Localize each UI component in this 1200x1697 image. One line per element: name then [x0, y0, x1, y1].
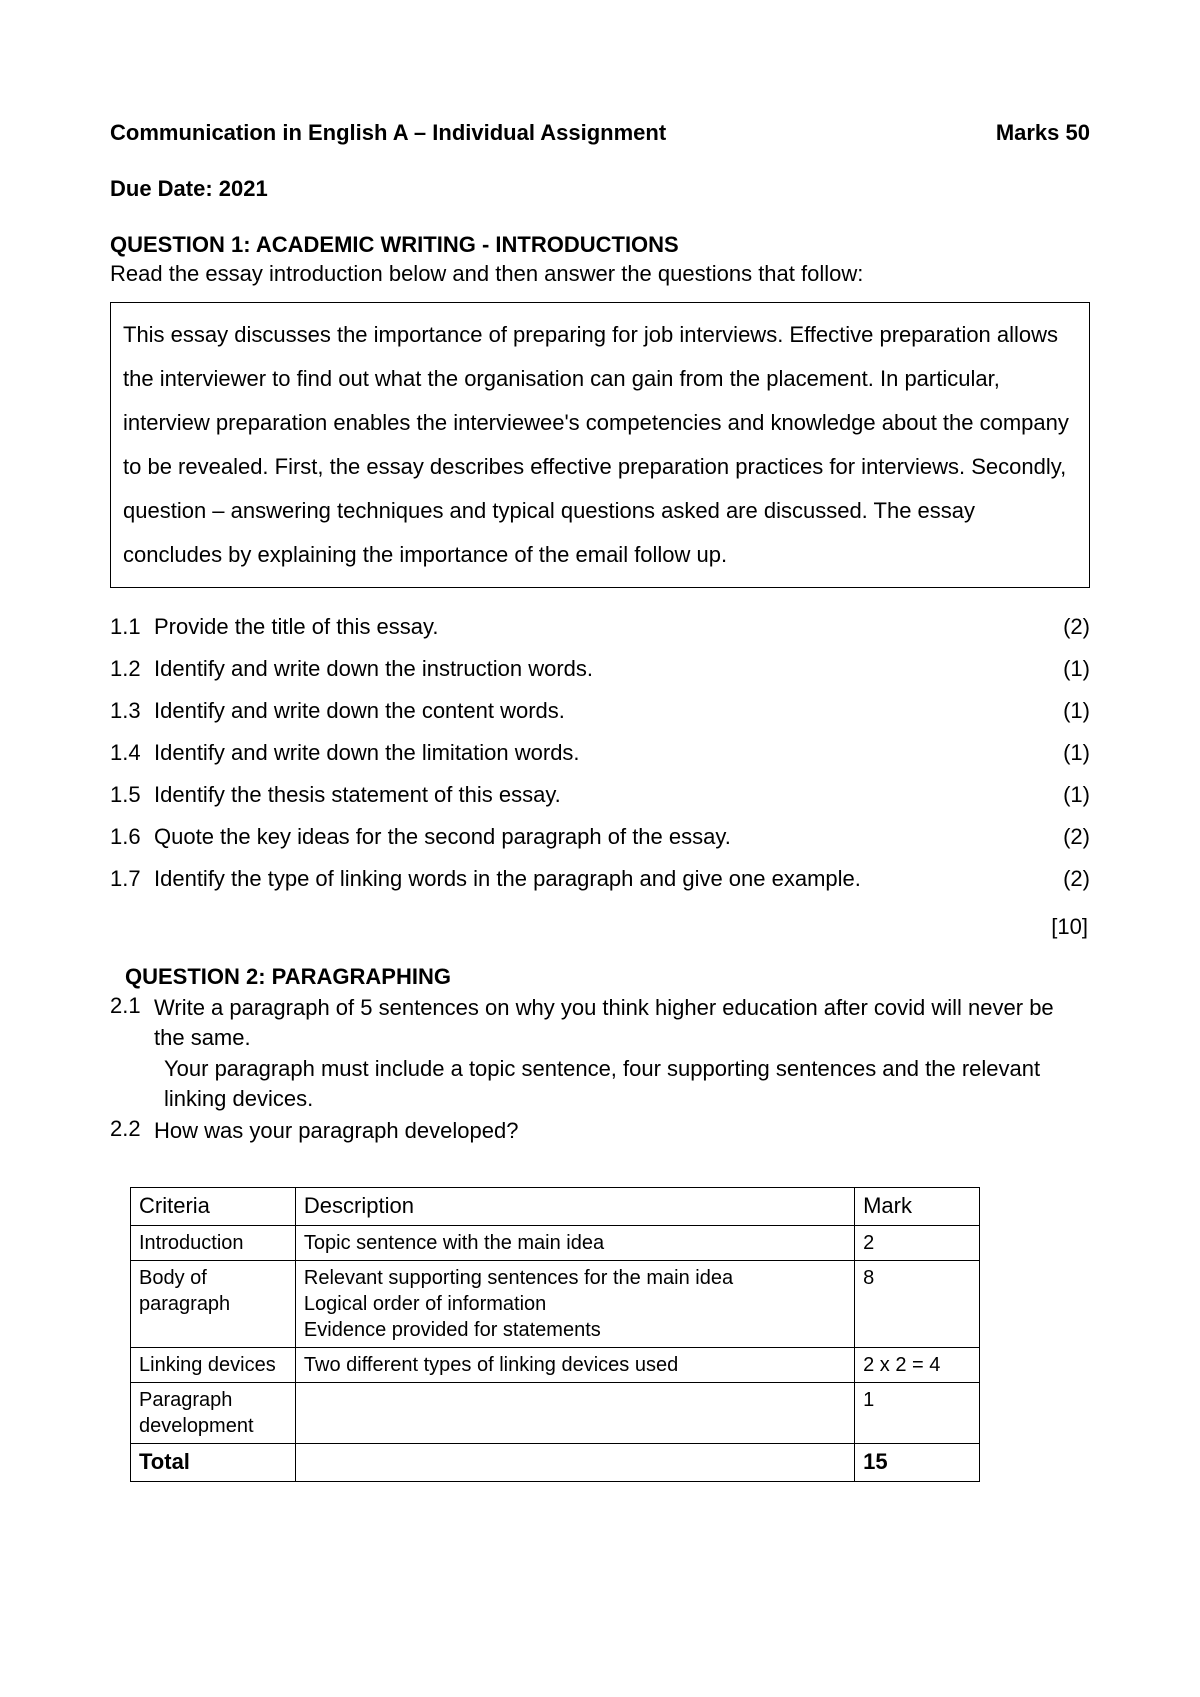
q1-item: 1.4 Identify and write down the limitati… [110, 732, 1090, 774]
col-header-description: Description [295, 1188, 854, 1226]
cell-description: Topic sentence with the main idea [295, 1226, 854, 1261]
q1-item-mark: (1) [1040, 740, 1090, 766]
document-title: Communication in English A – Individual … [110, 120, 666, 146]
rubric-table: Criteria Description Mark Introduction T… [130, 1187, 980, 1481]
q1-item-num: 1.1 [110, 614, 154, 640]
q1-item-text: Identify and write down the limitation w… [154, 740, 1040, 766]
table-header-row: Criteria Description Mark [131, 1188, 980, 1226]
q2-item-1: 2.1 Write a paragraph of 5 sentences on … [110, 993, 1090, 1052]
q2-item-text: How was your paragraph developed? [154, 1116, 1090, 1146]
q1-item: 1.5 Identify the thesis statement of thi… [110, 774, 1090, 816]
cell-criteria: Paragraph development [131, 1383, 296, 1444]
cell-mark: 1 [855, 1383, 980, 1444]
q1-item-num: 1.3 [110, 698, 154, 724]
cell-description: Relevant supporting sentences for the ma… [295, 1261, 854, 1348]
q2-item-2: 2.2 How was your paragraph developed? [110, 1116, 1090, 1146]
q1-item-text: Provide the title of this essay. [154, 614, 1040, 640]
q1-intro: Read the essay introduction below and th… [110, 261, 1090, 287]
table-row: Linking devices Two different types of l… [131, 1348, 980, 1383]
q1-item-mark: (1) [1040, 782, 1090, 808]
q1-item-num: 1.7 [110, 866, 154, 892]
q1-total: [10] [110, 914, 1090, 940]
q2-item-1-cont: Your paragraph must include a topic sent… [164, 1054, 1090, 1113]
cell-mark: 8 [855, 1261, 980, 1348]
document-header: Communication in English A – Individual … [110, 120, 1090, 146]
q1-heading: QUESTION 1: ACADEMIC WRITING - INTRODUCT… [110, 232, 1090, 258]
q1-item-text: Identify and write down the content word… [154, 698, 1040, 724]
q1-item-text: Identify and write down the instruction … [154, 656, 1040, 682]
cell-total-mark: 15 [855, 1444, 980, 1482]
cell-total-empty [295, 1444, 854, 1482]
essay-box: This essay discusses the importance of p… [110, 302, 1090, 588]
q2-item-num: 2.1 [110, 993, 154, 1052]
q1-item-text: Identify the thesis statement of this es… [154, 782, 1040, 808]
q1-item-num: 1.6 [110, 824, 154, 850]
q1-item-num: 1.5 [110, 782, 154, 808]
cell-criteria: Introduction [131, 1226, 296, 1261]
q2-item-text: Write a paragraph of 5 sentences on why … [154, 993, 1090, 1052]
cell-description: Two different types of linking devices u… [295, 1348, 854, 1383]
q1-item-text: Identify the type of linking words in th… [154, 866, 1040, 892]
cell-mark: 2 [855, 1226, 980, 1261]
q2-heading: QUESTION 2: PARAGRAPHING [125, 964, 1090, 990]
q1-item-num: 1.2 [110, 656, 154, 682]
cell-criteria: Linking devices [131, 1348, 296, 1383]
cell-total-label: Total [131, 1444, 296, 1482]
q1-item-mark: (1) [1040, 698, 1090, 724]
q1-item: 1.7 Identify the type of linking words i… [110, 858, 1090, 900]
q1-item-text: Quote the key ideas for the second parag… [154, 824, 1040, 850]
table-total-row: Total 15 [131, 1444, 980, 1482]
q1-item: 1.2 Identify and write down the instruct… [110, 648, 1090, 690]
table-row: Introduction Topic sentence with the mai… [131, 1226, 980, 1261]
col-header-criteria: Criteria [131, 1188, 296, 1226]
cell-mark: 2 x 2 = 4 [855, 1348, 980, 1383]
q1-item: 1.6 Quote the key ideas for the second p… [110, 816, 1090, 858]
document-marks: Marks 50 [996, 120, 1090, 146]
due-date: Due Date: 2021 [110, 176, 1090, 202]
q1-item-num: 1.4 [110, 740, 154, 766]
q2-item-num: 2.2 [110, 1116, 154, 1146]
table-row: Body of paragraph Relevant supporting se… [131, 1261, 980, 1348]
q1-item: 1.3 Identify and write down the content … [110, 690, 1090, 732]
q1-sub-questions: 1.1 Provide the title of this essay. (2)… [110, 606, 1090, 900]
q1-item-mark: (2) [1040, 614, 1090, 640]
q1-item-mark: (2) [1040, 824, 1090, 850]
cell-criteria: Body of paragraph [131, 1261, 296, 1348]
cell-description [295, 1383, 854, 1444]
q1-item-mark: (1) [1040, 656, 1090, 682]
table-row: Paragraph development 1 [131, 1383, 980, 1444]
q1-item-mark: (2) [1040, 866, 1090, 892]
col-header-mark: Mark [855, 1188, 980, 1226]
q1-item: 1.1 Provide the title of this essay. (2) [110, 606, 1090, 648]
